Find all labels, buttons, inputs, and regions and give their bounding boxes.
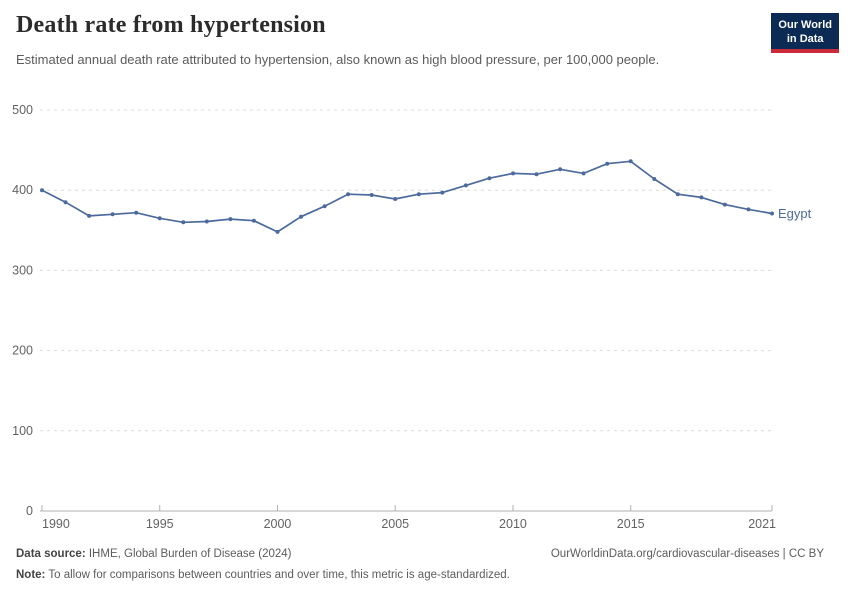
entity-label[interactable]: Egypt [778,206,812,221]
data-point[interactable] [393,197,398,201]
data-point[interactable] [558,167,563,172]
data-source-label: Data source: [16,548,86,560]
data-point[interactable] [440,190,445,195]
x-tick-label: 2010 [499,517,527,531]
data-point[interactable] [63,200,68,205]
data-point[interactable] [134,210,139,215]
x-tick-label: 2005 [381,517,409,531]
data-point[interactable] [463,183,468,188]
data-point[interactable] [675,192,680,197]
data-point[interactable] [534,172,539,177]
data-point[interactable] [581,171,586,176]
y-tick-label: 500 [12,103,33,117]
x-tick-label: 2000 [264,517,292,531]
chart-subtitle: Estimated annual death rate attributed t… [16,52,660,67]
data-point[interactable] [628,159,633,164]
y-tick-label: 100 [12,424,33,438]
data-point[interactable] [416,192,421,197]
data-point[interactable] [157,216,162,221]
x-tick-label: 2015 [617,517,645,531]
data-point[interactable] [770,211,774,216]
data-point[interactable] [722,202,727,207]
data-point[interactable] [87,213,92,218]
page-title: Death rate from hypertension [16,12,326,38]
data-point[interactable] [299,214,303,219]
data-point[interactable] [487,176,492,181]
data-point[interactable] [40,188,44,193]
chart-footer: Data source: IHME, Global Burden of Dise… [16,544,824,586]
data-source-value: IHME, Global Burden of Disease (2024) [85,548,292,560]
owid-logo-line2: in Data [786,33,824,45]
y-tick-label: 300 [12,263,33,277]
data-point[interactable] [511,171,515,176]
line-chart[interactable]: 0 100 200 300 400 500 1990 1995 2000 2005 2010 2015… [0,95,850,540]
owid-url: OurWorldinData.org/cardiovascular-diseas… [550,548,824,560]
data-point[interactable] [369,193,374,197]
note-value: To allow for comparisons between countri… [45,569,510,581]
owid-logo-line1: Our World [778,19,832,31]
data-point[interactable] [275,229,280,234]
data-source: Data source: IHME, Global Burden of Dise… [16,544,292,565]
y-tick-label: 0 [26,504,33,518]
x-tick-label: 1990 [42,517,70,531]
data-point[interactable] [204,219,209,224]
x-tick-label: 2021 [748,517,776,531]
data-point[interactable] [322,204,327,209]
data-point[interactable] [746,207,751,212]
note-label: Note: [16,569,46,581]
data-point[interactable] [110,212,115,217]
series-line-egypt[interactable] [41,160,773,233]
data-point[interactable] [699,195,704,200]
x-tick-label: 1995 [146,517,174,531]
data-point[interactable] [228,217,233,222]
y-tick-label: 200 [12,344,33,358]
data-point[interactable] [181,220,186,225]
y-tick-label: 400 [12,183,33,197]
data-point[interactable] [346,192,351,197]
data-point[interactable] [652,177,657,181]
data-point[interactable] [251,218,256,223]
data-point[interactable] [605,161,610,166]
owid-logo[interactable]: Our World in Data [771,13,839,53]
